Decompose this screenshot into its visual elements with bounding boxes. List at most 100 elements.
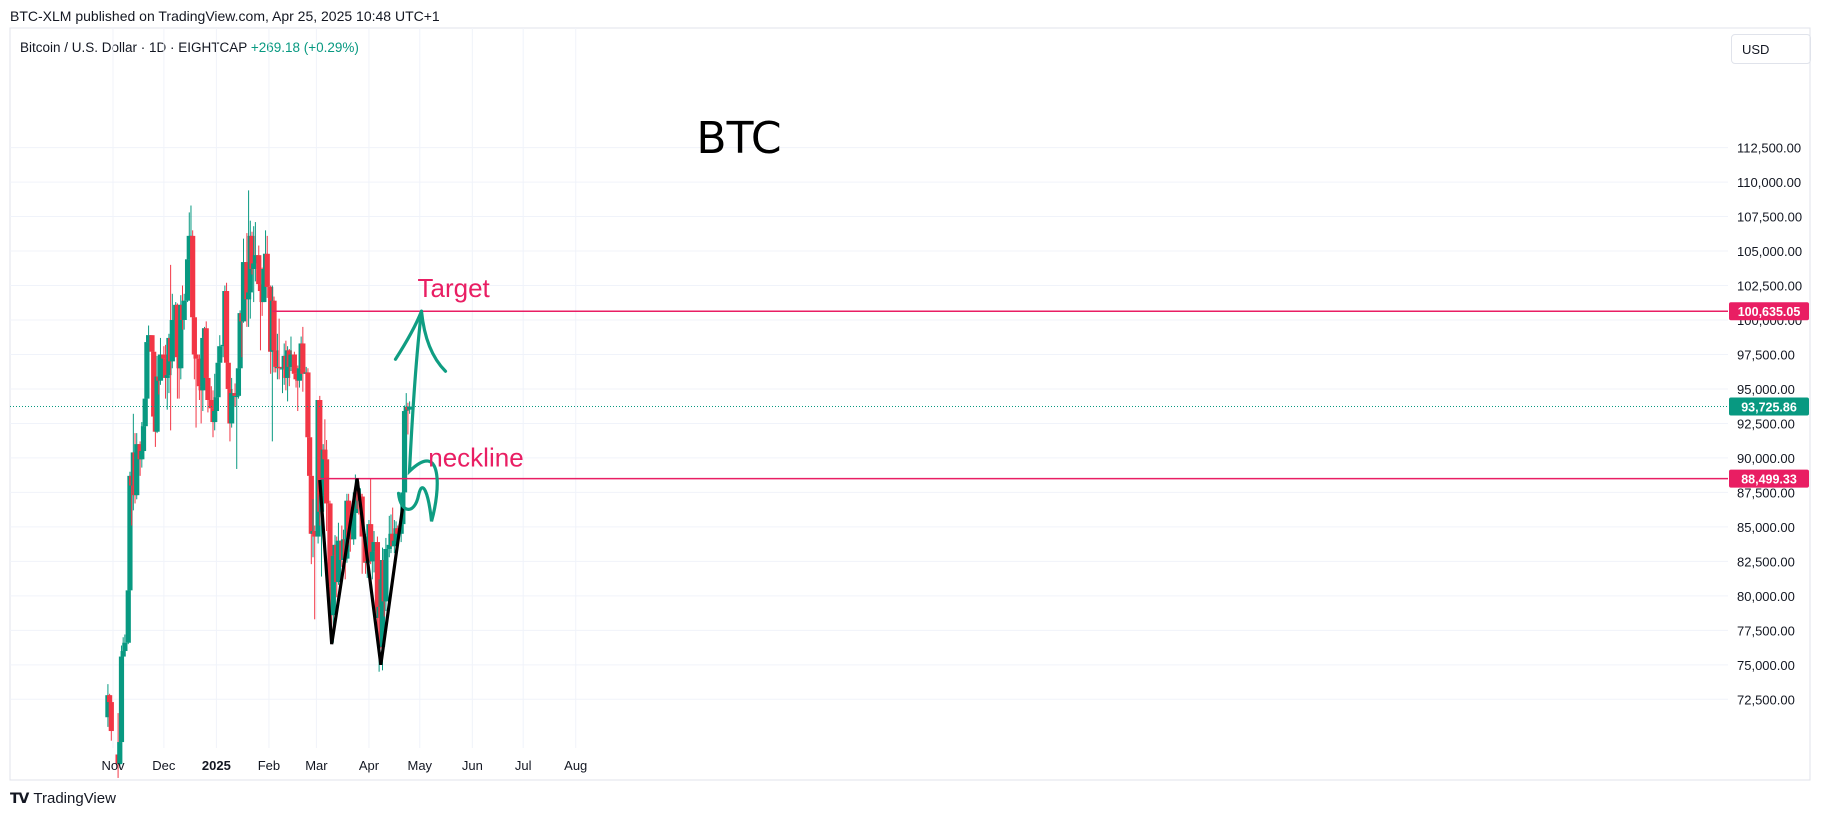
candle-body [223,291,230,363]
candle-body [164,375,170,378]
candle-body [105,695,111,718]
candle [374,536,381,635]
candle-body [273,350,279,367]
candle-body [251,263,257,269]
tradingview-logo[interactable]: TV TradingView [10,790,116,807]
candle [169,293,175,369]
x-tick-label: Feb [258,758,280,773]
candle [217,335,223,376]
candle-body [145,335,152,343]
candle [323,440,330,532]
candle-body [118,656,125,743]
candle [190,230,196,320]
candle-body [312,531,318,537]
candle-body [139,451,145,460]
candle [240,238,247,323]
candle-body [390,533,396,547]
candle-body [181,300,187,320]
x-tick-label: 2025 [202,758,231,773]
candle-body [369,551,375,562]
target-label: Target [417,273,490,303]
price-change: +269.18 (+0.29%) [250,40,359,55]
candle [205,357,211,413]
candle-body [322,449,328,460]
candle-body [229,393,235,424]
candle-body [296,368,303,381]
candle [118,645,125,744]
double-bottom-pattern [318,478,405,666]
x-tick-label: Dec [152,758,176,773]
candle-body [246,292,252,300]
neckline-price-tag-text: 88,499.33 [1741,473,1797,487]
candle [371,531,377,573]
candle [186,212,192,275]
candle [164,371,170,410]
candle-body [190,235,196,318]
x-tick-label: Jun [462,758,483,773]
candle [134,433,140,500]
candle [293,361,299,388]
candle-body [346,500,352,538]
candle [196,354,203,400]
candle-body [212,411,218,423]
candle-body [232,393,238,396]
candle-body [393,528,399,541]
candle-body [154,376,160,432]
publish-info: BTC-XLM published on TradingView.com, Ap… [10,8,440,24]
candle-body [200,337,206,391]
y-tick-label: 77,500.00 [1737,623,1795,638]
candle [252,222,258,282]
axes: 72,500.00 75,000.00 77,500.00 80,000.00 82,5… [101,141,1809,773]
target-price-tag: 100,635.05 [1729,302,1809,321]
candle-body [149,335,155,352]
neckline-price-tag: 88,499.33 [1729,469,1809,488]
candle-body [347,537,353,540]
grid-lines [10,28,1728,748]
candle-body [140,426,147,452]
candle-body [193,354,199,359]
candle [108,696,114,741]
y-tick-label: 107,500.00 [1737,210,1802,225]
candle-body [330,555,336,616]
candle-body [117,742,123,765]
candle-body [169,320,175,362]
candle-body [203,328,209,378]
x-tick-label: Apr [359,758,380,773]
candle [368,478,374,565]
drawing-layer: Target neckline BTC [10,113,1728,666]
candle-body [327,503,333,587]
candle-body [184,259,191,301]
candle-body [174,304,181,358]
projection-arrowhead [393,309,448,373]
candle [144,335,150,402]
candle-body [205,377,211,400]
candle-body [122,642,128,652]
candle-body [225,362,231,389]
candle-body [134,444,140,496]
y-tick-label: 112,500.00 [1737,141,1801,156]
candle [308,466,314,565]
candle [203,321,209,387]
candle-body [401,411,408,493]
neckline-label: neckline [428,443,523,473]
candle-body [240,262,247,322]
currency-button[interactable]: USD [1731,34,1811,64]
chart-frame [9,27,1811,781]
candle [181,293,187,330]
candle [273,332,279,373]
y-tick-label: 87,500.00 [1737,485,1795,500]
candle [291,351,297,374]
candle-body [257,284,264,292]
candle-body [157,354,164,381]
candle-body [127,475,133,591]
candle-body [300,343,306,374]
candle [264,235,270,298]
candle [256,245,262,286]
candle [193,347,199,428]
candle [122,634,128,657]
candle-body [354,492,360,494]
y-tick-label: 95,000.00 [1737,382,1795,397]
candle-body [291,354,297,374]
candle [162,344,169,399]
